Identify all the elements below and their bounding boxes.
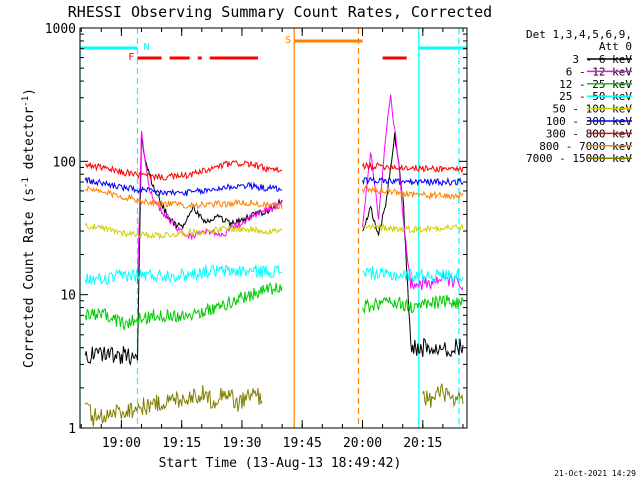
series-group-7 — [84, 184, 464, 210]
y-tick-label-3: 1000 — [45, 22, 76, 37]
plot-frame — [79, 27, 468, 429]
y-axis-label: Corrected Count Rate (s-1 detector-1) — [21, 88, 37, 368]
series-group-3 — [84, 264, 464, 286]
y-axis: 1 10 100 1000 — [45, 22, 467, 437]
legend-detectors-line-2: Att 0 — [599, 40, 632, 53]
flag-label-F: F — [128, 52, 134, 63]
x-tick-label-4: 20:00 — [343, 436, 382, 451]
chart-title: RHESSI Observing Summary Count Rates, Co… — [68, 3, 492, 21]
series-group-0 — [84, 132, 464, 366]
series-group-1 — [137, 94, 464, 291]
y-axis-label-part-2: detector — [22, 107, 37, 178]
series-line-1 — [137, 94, 464, 291]
series-line-2 — [84, 282, 464, 330]
series-layer — [84, 94, 464, 427]
y-axis-label-part-1: Corrected Count Rate (s — [22, 188, 37, 368]
x-tick-label-5: 20:15 — [403, 436, 442, 451]
series-line-4 — [84, 222, 464, 241]
generation-timestamp: 21-Oct-2021 14:29 — [554, 469, 636, 478]
series-line-3 — [84, 264, 464, 286]
y-tick-label-2: 100 — [53, 155, 76, 170]
x-tick-label-3: 19:45 — [283, 436, 322, 451]
series-line-8 — [84, 383, 464, 427]
x-tick-label-0: 19:00 — [102, 436, 141, 451]
x-tick-label-2: 19:30 — [222, 436, 261, 451]
y-tick-label-1: 10 — [60, 289, 76, 304]
series-group-8 — [84, 383, 464, 427]
series-line-6 — [85, 160, 464, 182]
y-axis-label-exponent-1: -1 — [21, 177, 31, 188]
x-axis: 19:00 19:15 19:30 19:45 20:00 20:15 — [80, 28, 464, 451]
series-line-7 — [84, 184, 464, 210]
series-group-2 — [84, 282, 464, 330]
y-axis-label-exponent-2: -1 — [21, 96, 31, 107]
legend-label-8: 7000 - 15000 keV — [526, 152, 632, 165]
y-axis-label-part-3: ) — [22, 88, 37, 96]
x-tick-label-1: 19:15 — [162, 436, 201, 451]
series-line-5 — [84, 176, 464, 197]
x-axis-label: Start Time (13-Aug-13 18:49:42) — [159, 456, 402, 471]
series-group-4 — [84, 222, 464, 241]
flag-label-N: N — [143, 42, 149, 53]
y-tick-label-0: 1 — [68, 422, 76, 437]
legend-detectors-line-1: Det 1,3,4,5,6,9, — [526, 28, 632, 41]
series-line-0 — [84, 132, 464, 366]
series-group-6 — [85, 160, 464, 182]
flag-layer: NF S — [80, 35, 467, 63]
series-group-5 — [84, 176, 464, 197]
flag-label-S: S — [285, 35, 291, 46]
legend-label-7: 800 - 7000 keV — [539, 140, 632, 153]
